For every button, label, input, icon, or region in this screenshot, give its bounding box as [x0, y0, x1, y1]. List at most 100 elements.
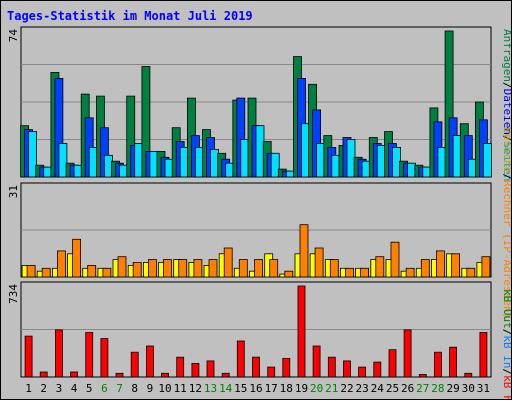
x-axis-day-label-13: 13: [204, 382, 217, 395]
x-axis-day-label-31: 31: [477, 382, 490, 395]
bottom-legend-kbf: kB F: [501, 375, 511, 399]
x-axis-day-label-1: 1: [25, 382, 32, 395]
bottom-bar-kb-f-day-26: [403, 329, 412, 378]
top-legend-sep: /: [501, 82, 511, 89]
middle-bar-rechner-ip-adressen-day-9: [147, 259, 157, 278]
middle-ymax-label: 31: [7, 185, 20, 198]
middle-bar-rechner-ip-adressen-day-12: [193, 259, 203, 278]
x-axis-day-label-23: 23: [355, 382, 368, 395]
top-bar-seiten-day-17: [270, 152, 280, 178]
middle-bar-rechner-ip-adressen-day-17: [269, 259, 279, 278]
middle-bar-rechner-ip-adressen-day-10: [163, 259, 172, 278]
middle-bar-rechner-ip-adressen-day-20: [314, 247, 324, 278]
bottom-bar-kb-f-day-2: [39, 371, 48, 378]
top-panel: 74: [7, 26, 492, 178]
top-bar-seiten-day-5: [88, 146, 98, 178]
bottom-legend-kbin: kB In: [501, 335, 511, 368]
bottom-bar-kb-f-day-10: [161, 372, 169, 378]
top-bar-seiten-day-31: [482, 143, 492, 178]
middle-bar-rechner-ip-adressen-day-30: [466, 267, 476, 278]
x-axis-day-label-16: 16: [249, 382, 262, 395]
middle-bar-rechner-ip-adressen-day-15: [238, 259, 248, 278]
bottom-bar-kb-f-day-15: [236, 340, 245, 378]
bottom-panel: 734: [7, 281, 492, 378]
x-axis-day-label-8: 8: [131, 382, 138, 395]
middle-bar-rechner-ip-adressen-day-26: [405, 267, 415, 278]
top-legend: Anfragen/Dateien/Seiten: [501, 29, 511, 181]
bottom-bar-kb-f-day-21: [327, 356, 336, 378]
top-bar-seiten-day-24: [376, 144, 386, 178]
middle-panel: 31: [7, 182, 492, 278]
bottom-bar-kb-f-day-30: [464, 372, 473, 378]
middle-bar-rechner-ip-adressen-day-4: [72, 238, 81, 278]
x-axis-day-label-4: 4: [71, 382, 78, 395]
middle-bar-rechner-ip-adressen-day-18: [284, 270, 294, 278]
bottom-bar-kb-f-day-4: [70, 371, 78, 378]
top-legend-files: Dateien: [501, 89, 511, 135]
x-axis-day-label-28: 28: [431, 382, 444, 395]
x-axis-day-label-2: 2: [40, 382, 47, 395]
bottom-bar-kb-f-day-28: [433, 351, 442, 378]
x-axis-day-label-14: 14: [219, 382, 233, 395]
x-axis-day-label-7: 7: [116, 382, 123, 395]
top-ymax-label: 74: [7, 29, 20, 43]
bottom-bar-kb-f-day-31: [479, 331, 488, 378]
x-axis-day-label-24: 24: [371, 382, 385, 395]
middle-bar-rechner-ip-adressen-day-16: [254, 259, 263, 278]
x-axis-day-label-11: 11: [174, 382, 187, 395]
x-axis-day-label-5: 5: [86, 382, 93, 395]
bottom-bar-kb-f-day-24: [373, 361, 382, 378]
x-axis-day-label-3: 3: [56, 382, 63, 395]
top-bar-seiten-day-2: [43, 166, 53, 178]
top-bar-seiten-day-28: [437, 146, 447, 178]
bottom-bar-kb-f-day-11: [176, 356, 185, 378]
x-axis-day-label-17: 17: [265, 382, 278, 395]
top-legend-pages: Seiten: [501, 142, 511, 182]
bottom-bar-kb-f-day-17: [267, 366, 276, 378]
bottom-bar-kb-f-day-5: [85, 331, 94, 378]
x-axis-day-label-20: 20: [310, 382, 323, 395]
x-axis-day-label-30: 30: [462, 382, 475, 395]
x-axis-day-label-21: 21: [325, 382, 338, 395]
bottom-legend-sep1: /: [501, 329, 511, 336]
middle-bar-rechner-ip-adressen-day-22: [345, 267, 354, 278]
chart-title: Tages-Statistik im Monat Juli 2019: [7, 9, 253, 23]
top-bar-seiten-day-18: [285, 170, 295, 178]
bottom-bar-kb-f-day-1: [24, 335, 33, 378]
x-axis-day-label-19: 19: [295, 382, 308, 395]
middle-bar-rechner-ip-adressen-day-31: [481, 256, 491, 278]
bottom-legend: kB Out/kB In/kB F: [501, 289, 511, 399]
bottom-bar-kb-f-day-20: [312, 345, 321, 378]
x-axis-day-label-6: 6: [101, 382, 108, 395]
middle-legend-visits: Besuche: [501, 127, 511, 173]
bottom-bar-kb-f-day-8: [130, 351, 139, 378]
bottom-bar-kb-f-day-12: [191, 362, 200, 378]
middle-bar-rechner-ip-adressen-day-8: [132, 262, 142, 278]
bottom-bar-kb-f-day-18: [282, 357, 291, 378]
middle-bar-rechner-ip-adressen-day-7: [117, 256, 127, 278]
middle-bar-rechner-ip-adressen-day-29: [451, 253, 461, 278]
middle-bar-rechner-ip-adressen-day-14: [223, 247, 233, 278]
bottom-bar-kb-f-day-16: [252, 356, 260, 378]
middle-bar-rechner-ip-adressen-day-27: [420, 259, 430, 278]
bottom-bar-kb-f-day-27: [418, 374, 427, 378]
middle-bar-rechner-ip-adressen-day-3: [57, 250, 66, 278]
x-axis-day-label-9: 9: [147, 382, 154, 395]
middle-legend-sep: /: [501, 173, 511, 180]
bottom-legend-sep2: /: [501, 369, 511, 376]
x-axis-day-label-12: 12: [189, 382, 202, 395]
middle-bar-rechner-ip-adressen-day-6: [102, 267, 112, 278]
x-axis-day-label-27: 27: [416, 382, 429, 395]
bottom-bar-kb-f-day-9: [145, 345, 154, 378]
x-axis-day-label-15: 15: [234, 382, 247, 395]
bottom-bar-kb-f-day-3: [55, 329, 63, 378]
middle-bar-rechner-ip-adressen-day-25: [390, 241, 400, 278]
x-axis-day-label-25: 25: [386, 382, 399, 395]
bottom-bar-kb-f-day-29: [449, 346, 458, 378]
middle-bar-rechner-ip-adressen-day-19: [299, 224, 309, 278]
middle-bar-rechner-ip-adressen-day-21: [329, 259, 339, 278]
bottom-bar-kb-f-day-19: [297, 285, 306, 378]
bottom-bar-kb-f-day-25: [388, 349, 397, 378]
x-axis-day-label-22: 22: [340, 382, 353, 395]
